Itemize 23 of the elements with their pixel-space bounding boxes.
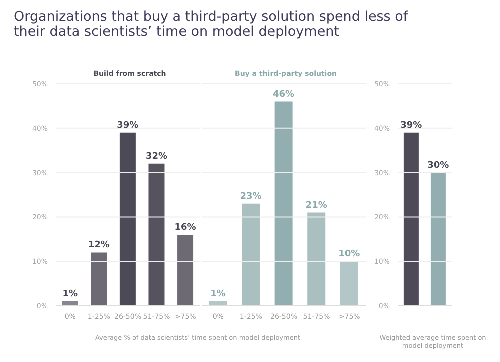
data-label: 21% — [306, 200, 328, 211]
data-label: 16% — [174, 222, 196, 233]
data-label: 39% — [400, 120, 422, 131]
data-label: 32% — [146, 152, 168, 162]
bar — [242, 204, 260, 306]
data-label: 30% — [428, 160, 450, 171]
data-label: 1% — [62, 290, 78, 300]
bar — [120, 132, 136, 306]
bar — [91, 252, 108, 306]
bar — [148, 164, 165, 306]
data-label: 39% — [117, 120, 139, 131]
bar — [178, 234, 194, 306]
data-label: 10% — [338, 250, 360, 260]
bar — [308, 212, 326, 306]
chart-title: Organizations that buy a third-party solution spend less of their data scientists’ time on model deployment — [14, 9, 410, 40]
data-label: 12% — [88, 240, 110, 251]
bar — [209, 302, 228, 306]
bar — [62, 302, 78, 306]
data-label: 23% — [240, 192, 262, 202]
bar — [274, 102, 293, 306]
data-label: 1% — [210, 290, 226, 300]
data-label: 46% — [273, 90, 295, 100]
bar — [340, 262, 358, 306]
